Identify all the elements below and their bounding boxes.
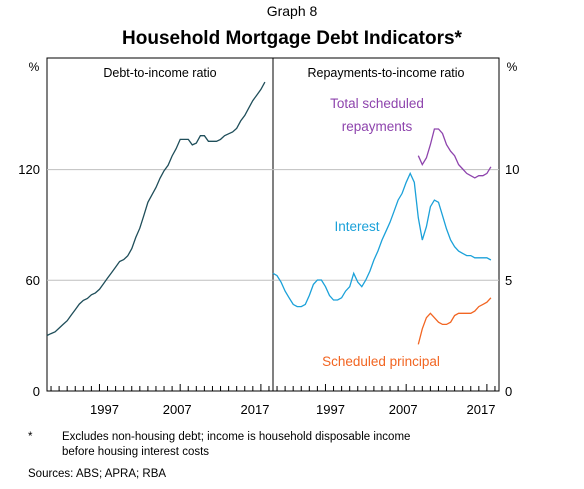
footnote-line2: before housing interest costs <box>62 446 209 458</box>
right-ytick-5: 5 <box>505 273 512 288</box>
left-ytick-0: 0 <box>33 384 40 399</box>
chart-title: Household Mortgage Debt Indicators* <box>122 28 463 49</box>
total-repayments-line <box>417 128 492 179</box>
left-axis-unit: % <box>29 60 40 74</box>
interest-line <box>272 171 492 308</box>
left-xtick-2007: 2007 <box>163 402 192 417</box>
right-panel-frame <box>272 57 500 392</box>
right-ytick-0: 0 <box>505 384 512 399</box>
right-xtick-2017: 2017 <box>467 402 496 417</box>
total-label-line2: repayments <box>342 119 413 134</box>
left-xtick-2017: 2017 <box>241 402 270 417</box>
total-label-line1: Total scheduled <box>330 96 424 111</box>
right-ytick-10: 10 <box>505 162 519 177</box>
graph-number: Graph 8 <box>267 3 318 19</box>
right-year-ticks <box>276 384 496 391</box>
right-axis-unit: % <box>507 60 518 74</box>
right-panel-title: Repayments-to-income ratio <box>307 66 464 80</box>
principal-label: Scheduled principal <box>322 354 440 369</box>
left-ytick-120: 120 <box>18 162 40 177</box>
scheduled-principal-line <box>417 297 492 345</box>
right-xtick-1997: 1997 <box>316 402 345 417</box>
sources-text: Sources: ABS; APRA; RBA <box>28 468 166 480</box>
footnote-marker: * <box>28 431 33 443</box>
left-panel-title: Debt-to-income ratio <box>103 66 216 80</box>
interest-label: Interest <box>334 219 379 234</box>
left-panel-frame <box>46 57 274 392</box>
left-ytick-60: 60 <box>26 273 40 288</box>
right-xtick-2007: 2007 <box>389 402 418 417</box>
footnote-line1: Excludes non-housing debt; income is hou… <box>62 431 410 443</box>
left-year-ticks <box>50 384 270 391</box>
left-xtick-1997: 1997 <box>90 402 119 417</box>
debt-to-income-line <box>46 81 266 337</box>
